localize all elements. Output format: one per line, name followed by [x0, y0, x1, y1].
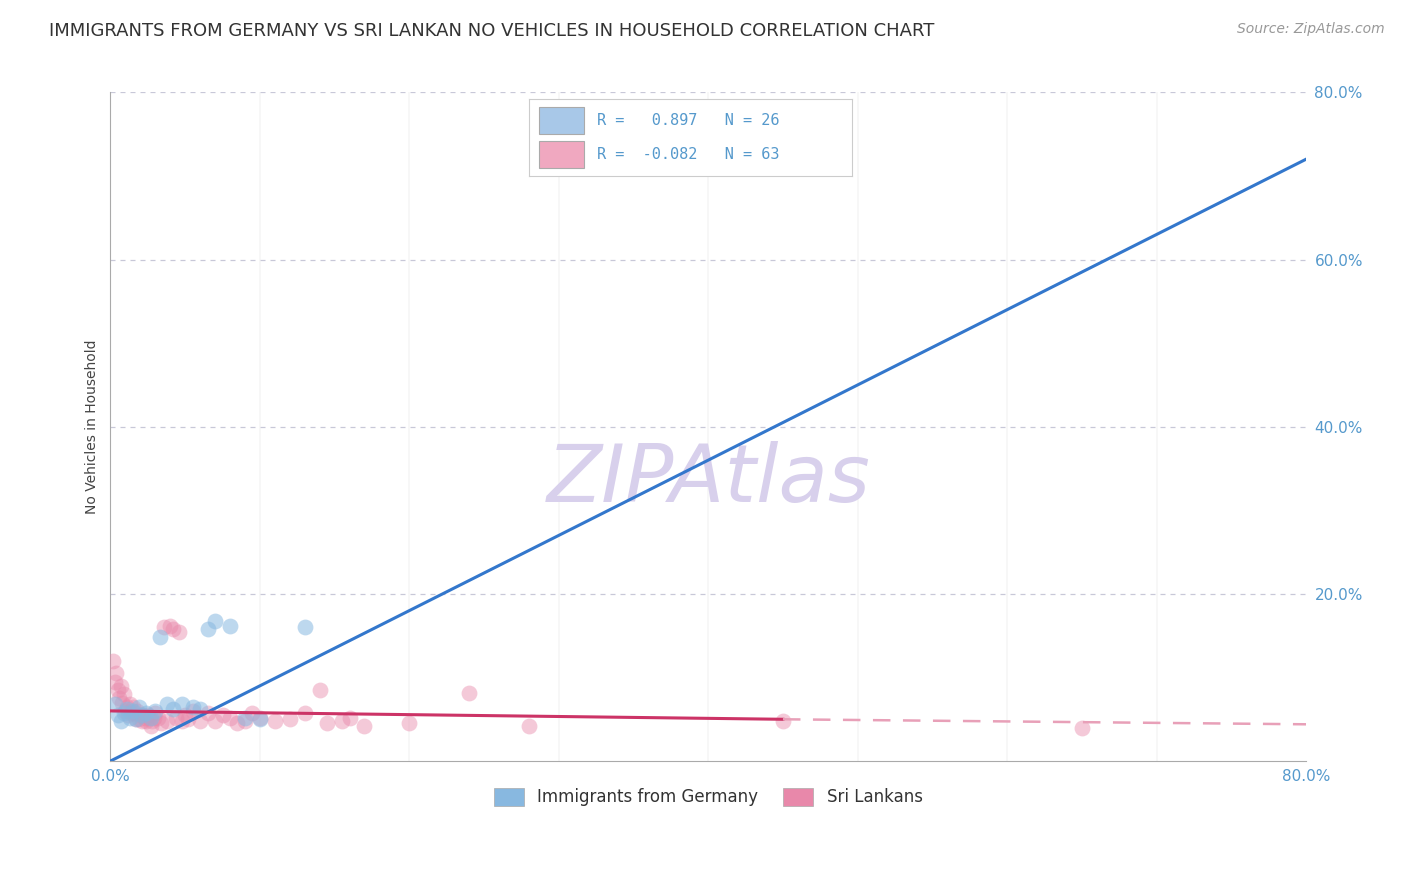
Point — [104, 698, 127, 712]
Point — [112, 687, 135, 701]
Point — [117, 708, 139, 723]
Point — [211, 708, 233, 723]
Point — [398, 716, 420, 731]
Point — [139, 719, 162, 733]
Point — [226, 716, 249, 731]
Point — [204, 714, 226, 728]
Point — [204, 614, 226, 628]
Point — [141, 714, 163, 728]
Point — [150, 716, 173, 731]
Point — [294, 620, 316, 634]
Point — [458, 685, 481, 699]
Point — [115, 702, 138, 716]
Point — [111, 696, 134, 710]
Point — [118, 698, 141, 712]
Point — [114, 704, 136, 718]
Point — [118, 710, 141, 724]
Point — [149, 631, 172, 645]
Point — [1070, 721, 1092, 735]
Point — [174, 708, 197, 723]
Point — [110, 714, 132, 728]
Point — [138, 710, 160, 724]
Point — [316, 716, 339, 731]
Point — [162, 702, 184, 716]
Point — [167, 624, 190, 639]
Point — [308, 683, 330, 698]
Point — [249, 710, 271, 724]
Point — [103, 654, 125, 668]
Point — [165, 710, 187, 724]
Point — [242, 706, 264, 720]
Text: ZIPAtlas: ZIPAtlas — [547, 442, 870, 519]
Point — [125, 712, 148, 726]
Point — [188, 702, 211, 716]
Text: IMMIGRANTS FROM GERMANY VS SRI LANKAN NO VEHICLES IN HOUSEHOLD CORRELATION CHART: IMMIGRANTS FROM GERMANY VS SRI LANKAN NO… — [49, 22, 935, 40]
Point — [132, 708, 155, 723]
Point — [153, 620, 176, 634]
Point — [172, 698, 194, 712]
Point — [108, 691, 131, 706]
Point — [112, 706, 135, 720]
Point — [104, 674, 127, 689]
Point — [249, 712, 271, 726]
Point — [121, 699, 143, 714]
Point — [339, 710, 361, 724]
Point — [162, 622, 184, 636]
Point — [219, 618, 242, 632]
Point — [135, 706, 157, 720]
Point — [156, 714, 179, 728]
Point — [131, 714, 153, 728]
Point — [172, 714, 194, 728]
Point — [135, 714, 157, 728]
Y-axis label: No Vehicles in Household: No Vehicles in Household — [86, 340, 100, 514]
Point — [107, 683, 129, 698]
Point — [125, 712, 148, 726]
Point — [127, 704, 149, 718]
Point — [233, 710, 256, 724]
Point — [772, 714, 794, 728]
Point — [139, 710, 162, 724]
Point — [263, 714, 285, 728]
Point — [233, 714, 256, 728]
Text: Source: ZipAtlas.com: Source: ZipAtlas.com — [1237, 22, 1385, 37]
Point — [120, 706, 142, 720]
Point — [294, 706, 316, 720]
Point — [107, 708, 129, 723]
Point — [197, 706, 219, 720]
Point — [136, 708, 159, 723]
Point — [142, 710, 165, 724]
Point — [181, 699, 204, 714]
Point — [131, 708, 153, 723]
Point — [148, 710, 170, 724]
Point — [134, 710, 156, 724]
Point — [156, 698, 179, 712]
Point — [177, 712, 200, 726]
Point — [105, 666, 128, 681]
Point — [143, 704, 166, 718]
Point — [197, 622, 219, 636]
Legend: Immigrants from Germany, Sri Lankans: Immigrants from Germany, Sri Lankans — [488, 780, 929, 813]
Point — [115, 699, 138, 714]
Point — [143, 706, 166, 720]
Point — [181, 704, 204, 718]
Point — [124, 706, 146, 720]
Point — [159, 618, 181, 632]
Point — [188, 714, 211, 728]
Point — [666, 144, 689, 158]
Point — [129, 708, 152, 723]
Point — [110, 679, 132, 693]
Point — [330, 714, 353, 728]
Point — [128, 712, 150, 726]
Point — [353, 719, 375, 733]
Point — [517, 719, 540, 733]
Point — [121, 704, 143, 718]
Point — [219, 710, 242, 724]
Point — [128, 699, 150, 714]
Point — [278, 712, 301, 726]
